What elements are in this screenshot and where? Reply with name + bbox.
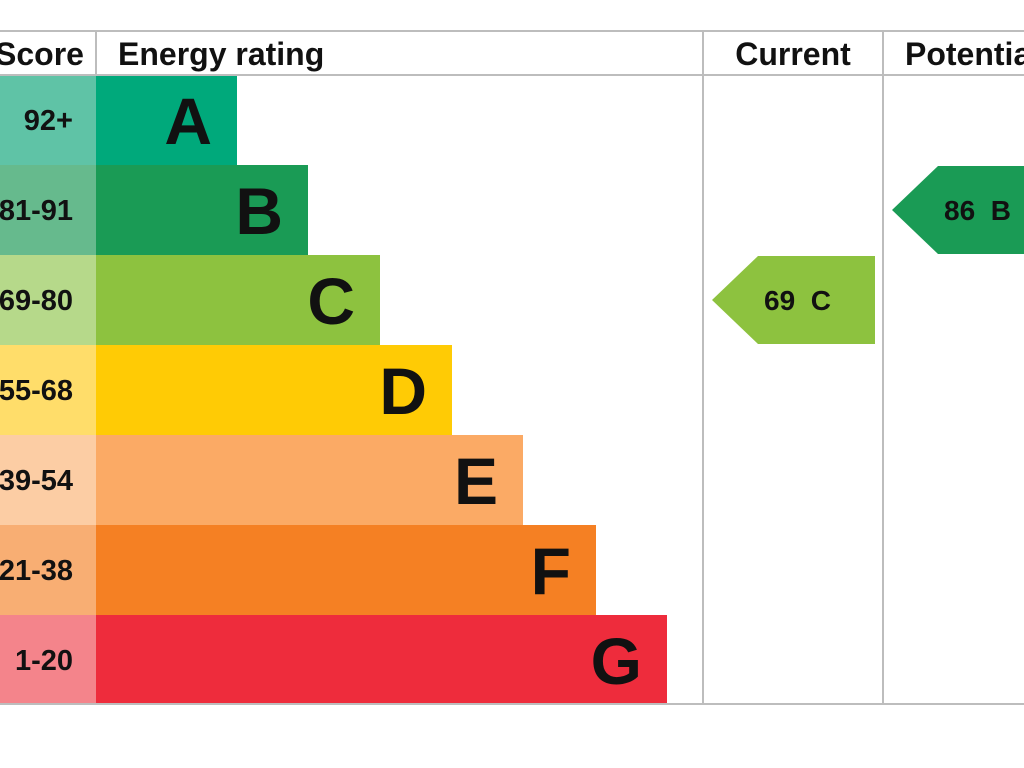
header-potential: Potential <box>905 36 1024 72</box>
band-row-e: 39-54 E <box>0 435 523 525</box>
band-letter-e: E <box>454 444 498 518</box>
band-letter-b: B <box>235 174 283 248</box>
score-cell-d <box>0 345 96 435</box>
band-letter-a: A <box>164 84 212 158</box>
arrows-layer: 69 C 86 B <box>712 166 1024 344</box>
band-bar-d <box>96 345 452 435</box>
score-label-c: 69-80 <box>0 285 73 317</box>
score-label-f: 21-38 <box>0 555 73 587</box>
band-bar-e <box>96 435 523 525</box>
score-cell-a <box>0 75 96 165</box>
header-row: Score Energy rating Current Potential <box>0 36 1024 72</box>
score-label-b: 81-91 <box>0 195 73 227</box>
band-row-g: 1-20 G <box>0 615 667 705</box>
current-rating-arrow: 69 C <box>712 256 875 344</box>
score-cell-e <box>0 435 96 525</box>
score-cell-g <box>0 615 96 705</box>
band-letter-c: C <box>307 264 355 338</box>
score-label-g: 1-20 <box>15 645 73 677</box>
bands-layer: 92+ A 81-91 B 69-80 C 55-68 D 39-54 E 21-38 F 1-20 G <box>0 75 667 705</box>
band-letter-f: F <box>531 534 571 608</box>
band-bar-c <box>96 255 380 345</box>
table-grid <box>0 30 1024 705</box>
score-label-d: 55-68 <box>0 375 73 407</box>
band-bar-a <box>96 75 237 165</box>
score-cell-c <box>0 255 96 345</box>
score-cell-b <box>0 165 96 255</box>
score-label-e: 39-54 <box>0 465 73 497</box>
band-letter-d: D <box>379 354 427 428</box>
band-row-d: 55-68 D <box>0 345 452 435</box>
band-row-b: 81-91 B <box>0 165 308 255</box>
band-row-f: 21-38 F <box>0 525 596 615</box>
band-row-c: 69-80 C <box>0 255 380 345</box>
current-rating-arrow-label: 69 C <box>764 285 831 316</box>
potential-rating-arrow: 86 B <box>892 166 1024 254</box>
band-bar-b <box>96 165 308 255</box>
header-current: Current <box>735 36 851 72</box>
header-score: Score <box>0 36 84 72</box>
band-bar-f <box>96 525 596 615</box>
band-bar-g <box>96 615 667 705</box>
potential-rating-arrow-shape <box>892 166 1024 254</box>
band-letter-g: G <box>591 624 642 698</box>
header-energy-rating: Energy rating <box>118 36 324 72</box>
score-cell-f <box>0 525 96 615</box>
score-label-a: 92+ <box>24 105 73 137</box>
band-row-a: 92+ A <box>0 75 237 165</box>
potential-rating-arrow-label: 86 B <box>944 195 1011 226</box>
current-rating-arrow-shape <box>712 256 875 344</box>
